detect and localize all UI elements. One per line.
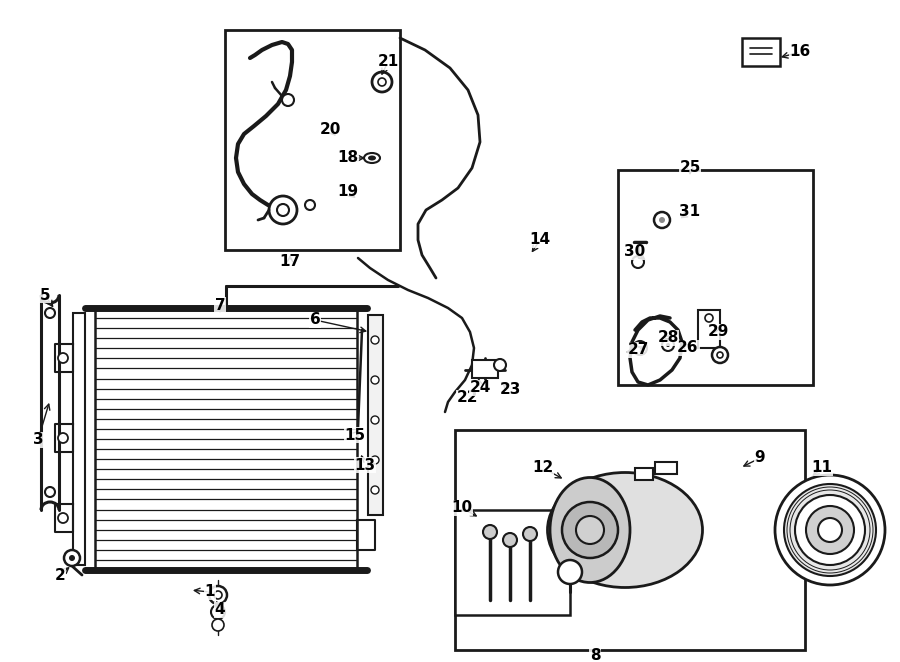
Text: 10: 10 xyxy=(452,500,472,516)
Circle shape xyxy=(277,204,289,216)
Circle shape xyxy=(269,196,297,224)
Bar xyxy=(698,310,720,348)
Text: 5: 5 xyxy=(40,287,50,303)
Text: 14: 14 xyxy=(529,232,551,248)
Text: 3: 3 xyxy=(32,432,43,448)
Text: 28: 28 xyxy=(657,330,679,346)
Text: 16: 16 xyxy=(789,44,811,60)
Text: 11: 11 xyxy=(812,461,833,475)
Circle shape xyxy=(523,527,537,541)
Circle shape xyxy=(717,352,723,358)
Text: 15: 15 xyxy=(345,428,365,442)
Circle shape xyxy=(633,341,647,355)
Circle shape xyxy=(371,486,379,494)
Text: 20: 20 xyxy=(320,122,341,138)
Circle shape xyxy=(69,555,75,561)
Circle shape xyxy=(632,256,644,268)
Text: 26: 26 xyxy=(677,340,698,355)
Circle shape xyxy=(775,475,885,585)
Circle shape xyxy=(483,525,497,539)
Text: 31: 31 xyxy=(680,205,700,220)
Text: 23: 23 xyxy=(500,383,521,397)
Text: 2: 2 xyxy=(55,567,66,583)
Bar xyxy=(742,38,780,66)
Ellipse shape xyxy=(550,477,630,583)
Polygon shape xyxy=(55,344,73,372)
Circle shape xyxy=(45,308,55,318)
Circle shape xyxy=(659,217,665,223)
Text: 9: 9 xyxy=(755,451,765,465)
Circle shape xyxy=(64,550,80,566)
Circle shape xyxy=(818,518,842,542)
Polygon shape xyxy=(357,520,375,550)
Polygon shape xyxy=(55,504,73,532)
Circle shape xyxy=(806,506,854,554)
Circle shape xyxy=(209,586,227,604)
Polygon shape xyxy=(55,424,73,452)
Text: 30: 30 xyxy=(625,244,645,260)
Text: 21: 21 xyxy=(377,54,399,70)
Text: 12: 12 xyxy=(533,461,554,475)
Circle shape xyxy=(666,343,670,347)
Text: 25: 25 xyxy=(680,160,701,175)
Circle shape xyxy=(576,516,604,544)
Text: 1: 1 xyxy=(205,585,215,600)
Circle shape xyxy=(662,339,674,351)
Circle shape xyxy=(371,376,379,384)
Circle shape xyxy=(371,456,379,464)
Circle shape xyxy=(45,487,55,497)
Text: 4: 4 xyxy=(215,602,225,618)
Bar xyxy=(455,510,570,615)
Circle shape xyxy=(58,353,68,363)
Bar xyxy=(73,313,85,565)
Bar xyxy=(635,468,653,480)
Circle shape xyxy=(378,78,386,86)
Circle shape xyxy=(558,560,582,584)
Text: 6: 6 xyxy=(310,312,320,328)
Circle shape xyxy=(371,336,379,344)
Circle shape xyxy=(305,200,315,210)
Text: 13: 13 xyxy=(355,457,375,473)
Bar xyxy=(618,170,813,385)
Circle shape xyxy=(494,359,506,371)
Bar xyxy=(225,30,400,250)
Ellipse shape xyxy=(547,473,703,587)
Circle shape xyxy=(371,416,379,424)
Text: 17: 17 xyxy=(279,254,301,269)
Circle shape xyxy=(282,94,294,106)
Circle shape xyxy=(503,533,517,547)
Bar xyxy=(368,315,383,515)
Circle shape xyxy=(795,495,865,565)
Ellipse shape xyxy=(364,153,380,163)
Text: 24: 24 xyxy=(469,381,491,395)
Text: 7: 7 xyxy=(215,297,225,312)
Circle shape xyxy=(58,513,68,523)
Circle shape xyxy=(654,212,670,228)
Text: 27: 27 xyxy=(627,342,649,357)
Circle shape xyxy=(212,619,224,631)
Text: 29: 29 xyxy=(707,324,729,340)
Text: 8: 8 xyxy=(590,647,600,662)
Bar xyxy=(655,462,677,474)
Text: 18: 18 xyxy=(338,150,358,166)
Circle shape xyxy=(211,605,225,619)
Ellipse shape xyxy=(368,156,376,160)
Circle shape xyxy=(712,347,728,363)
Circle shape xyxy=(562,502,618,558)
Circle shape xyxy=(372,72,392,92)
Circle shape xyxy=(705,314,713,322)
Text: 19: 19 xyxy=(338,185,358,199)
Circle shape xyxy=(214,591,222,599)
Bar xyxy=(455,430,805,650)
Bar xyxy=(472,360,498,378)
Text: 22: 22 xyxy=(457,391,479,406)
Circle shape xyxy=(784,484,876,576)
Circle shape xyxy=(58,433,68,443)
